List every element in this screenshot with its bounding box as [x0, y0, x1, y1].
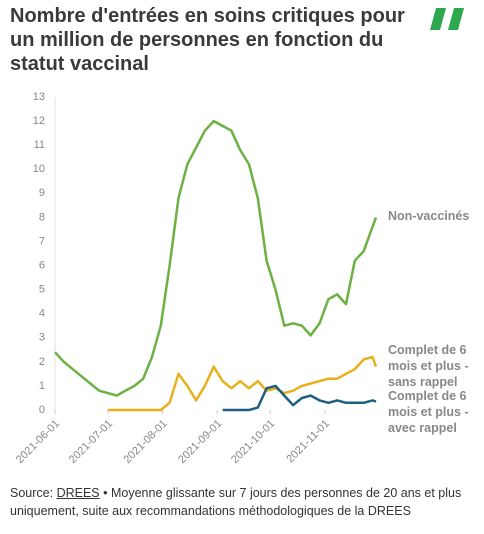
logo [430, 8, 446, 30]
source-text: • Moyenne glissante sur 7 jours des pers… [10, 486, 462, 518]
y-tick-label: 1 [39, 380, 45, 392]
y-tick-label: 8 [39, 211, 45, 223]
source-link[interactable]: DREES [56, 486, 100, 500]
logo [448, 8, 464, 30]
x-tick-label: 2021-09-01 [176, 418, 224, 466]
source: Source: DREES • Moyenne glissante sur 7 … [10, 484, 474, 520]
series-line [107, 355, 378, 412]
y-tick-label: 6 [39, 259, 45, 271]
series-line [54, 119, 378, 397]
y-tick-label: 4 [39, 308, 45, 320]
series-label: Complet de 6 mois et plus -sans rappel [388, 343, 469, 389]
y-tick-label: 12 [33, 115, 45, 127]
y-tick-label: 10 [33, 163, 45, 175]
series-label: Complet de 6 mois et plus -avec rappel [388, 389, 469, 435]
y-tick-label: 5 [39, 284, 45, 296]
x-tick-label: 2021-06-01 [14, 418, 62, 466]
y-tick-label: 7 [39, 235, 45, 247]
y-tick-label: 3 [39, 332, 45, 344]
y-tick-label: 11 [34, 139, 45, 151]
chart-title: Nombre d'entrées en soins critiques pour… [10, 5, 405, 75]
series-line [222, 384, 377, 412]
y-tick-label: 0 [39, 404, 45, 416]
y-tick-label: 13 [33, 91, 45, 103]
x-tick-label: 2021-08-01 [121, 418, 169, 466]
x-tick-label: 2021-11-01 [284, 418, 332, 466]
source-label: Source: [10, 486, 54, 500]
y-tick-label: 9 [39, 187, 45, 199]
x-tick-label: 2021-07-01 [67, 418, 115, 466]
y-tick-label: 2 [39, 356, 45, 368]
series-label: Non-vaccinés [388, 209, 469, 223]
x-tick-label: 2021-10-01 [229, 418, 277, 466]
